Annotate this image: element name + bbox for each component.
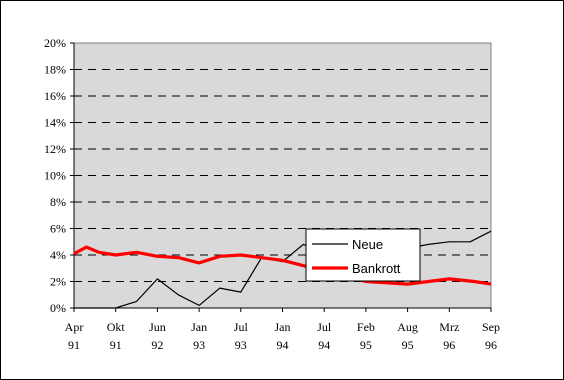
y-tick-label: 16%	[44, 89, 66, 103]
series-line-bankrott	[73, 245, 492, 286]
x-tick-label-year: 93	[193, 338, 205, 352]
y-tick-label: 0%	[50, 301, 66, 315]
x-tick-label-year: 96	[443, 338, 455, 352]
x-tick-label-year: 91	[68, 338, 80, 352]
x-tick-label-year: 94	[318, 338, 330, 352]
plot-background	[73, 42, 492, 309]
y-tick-label: 2%	[50, 275, 66, 289]
x-axis: Apr 91 Okt 91 Jun 92 Jan 93 Jul 93 Jan 94 Jul 94 Feb 95…	[65, 307, 500, 352]
y-tick-label: 8%	[50, 195, 66, 209]
x-tick-label-month: Feb	[357, 320, 375, 334]
y-tick-label: 14%	[44, 116, 66, 130]
y-tick-label: 12%	[44, 142, 66, 156]
legend-label-neue: Neue	[352, 237, 383, 252]
y-tick-label: 20%	[44, 36, 66, 50]
x-tick-label-month: Aug	[397, 320, 418, 334]
x-tick-label-year: 93	[235, 338, 247, 352]
x-tick-label-month: Jun	[149, 320, 166, 334]
x-tick-label-month: Sep	[482, 320, 500, 334]
x-tick-label-month: Jul	[317, 320, 332, 334]
y-tick-label: 10%	[44, 169, 66, 183]
x-tick-label-month: Apr	[65, 320, 84, 334]
legend-box	[305, 228, 421, 282]
x-tick-label-year: 96	[485, 338, 497, 352]
plot-area	[73, 42, 492, 309]
x-tick-label-month: Okt	[107, 320, 126, 334]
x-tick-label-year: 95	[360, 338, 372, 352]
legend: Neue Bankrott	[305, 228, 421, 282]
y-tick-label: 18%	[44, 63, 66, 77]
x-tick-label-month: Jul	[234, 320, 249, 334]
series-layer	[73, 230, 492, 309]
x-tick-label-year: 95	[402, 338, 414, 352]
legend-label-bankrott: Bankrott	[352, 261, 401, 276]
x-tick-label-year: 91	[110, 338, 122, 352]
x-tick-label-year: 94	[277, 338, 289, 352]
x-tick-label-month: Jan	[191, 320, 207, 334]
y-tick-label: 6%	[50, 222, 66, 236]
x-tick-label-month: Mrz	[439, 320, 459, 334]
y-axis: 0% 2% 4% 6% 8% 10% 12% 14% 16% 18% 20%	[44, 36, 75, 315]
x-tick-label-year: 92	[151, 338, 163, 352]
y-tick-label: 4%	[50, 248, 66, 262]
x-tick-label-month: Jan	[275, 320, 291, 334]
